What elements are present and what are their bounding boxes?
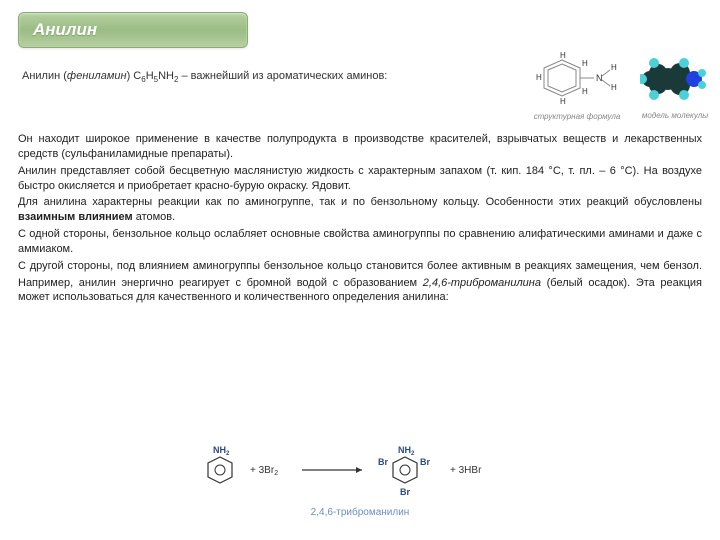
svg-text:H: H: [536, 73, 542, 82]
svg-text:Br: Br: [378, 457, 388, 467]
reaction-scheme: NH2 + 3Br2 NH2 Br Br Br + 3HBr 2,4,6-три…: [180, 435, 540, 518]
svg-text:H: H: [582, 87, 588, 96]
reaction-icon: NH2 + 3Br2 NH2 Br Br Br + 3HBr: [180, 435, 540, 505]
figures-row: N H H H H H H H структурная формула: [532, 50, 710, 121]
svg-text:NH2: NH2: [213, 445, 230, 457]
intro-prefix: Анилин (: [22, 70, 67, 82]
svg-text:H: H: [611, 63, 617, 72]
structural-formula-figure: N H H H H H H H структурная формула: [532, 50, 622, 121]
para-3: Для анилина характерны реакции как по ам…: [18, 195, 702, 225]
svg-text:H: H: [611, 83, 617, 92]
model-label: модель молекулы: [642, 111, 708, 120]
intro-suffix: ) C: [127, 70, 142, 82]
svg-text:N: N: [596, 73, 603, 83]
structural-label: структурная формула: [534, 112, 621, 121]
intro-italic: фениламин: [67, 70, 127, 82]
intro-line: Анилин (фениламин) C6H5NH2 – важнейший и…: [22, 70, 387, 84]
svg-text:H: H: [560, 51, 566, 60]
intro-tail: – важнейший из ароматических аминов:: [178, 70, 387, 82]
page-title: Анилин: [33, 20, 97, 40]
para-6: Например, анилин энергично реагирует с б…: [18, 276, 702, 306]
svg-text:H: H: [582, 59, 588, 68]
molecule-model-figure: модель молекулы: [640, 51, 710, 120]
para-2: Анилин представляет собой бесцветную мас…: [18, 164, 702, 194]
intro-mid2: NH: [158, 70, 174, 82]
para-1: Он находит широкое применение в качестве…: [18, 132, 702, 162]
reaction-label: 2,4,6-триброманилин: [311, 507, 410, 518]
intro-mid1: H: [146, 70, 154, 82]
svg-text:+ 3HBr: + 3HBr: [450, 465, 482, 476]
body-text: Он находит широкое применение в качестве…: [18, 132, 702, 307]
title-bar: Анилин: [18, 12, 248, 48]
svg-text:NH2: NH2: [398, 445, 415, 457]
molecule-model-icon: [640, 51, 710, 109]
para-5: С другой стороны, под влиянием аминогруп…: [18, 259, 702, 274]
svg-text:Br: Br: [400, 487, 410, 497]
svg-text:Br: Br: [420, 457, 430, 467]
svg-text:+ 3Br2: + 3Br2: [250, 465, 278, 477]
svg-text:H: H: [560, 97, 566, 106]
structural-formula-icon: N H H H H H H H: [532, 50, 622, 110]
para-4: С одной стороны, бензольное кольцо ослаб…: [18, 227, 702, 257]
